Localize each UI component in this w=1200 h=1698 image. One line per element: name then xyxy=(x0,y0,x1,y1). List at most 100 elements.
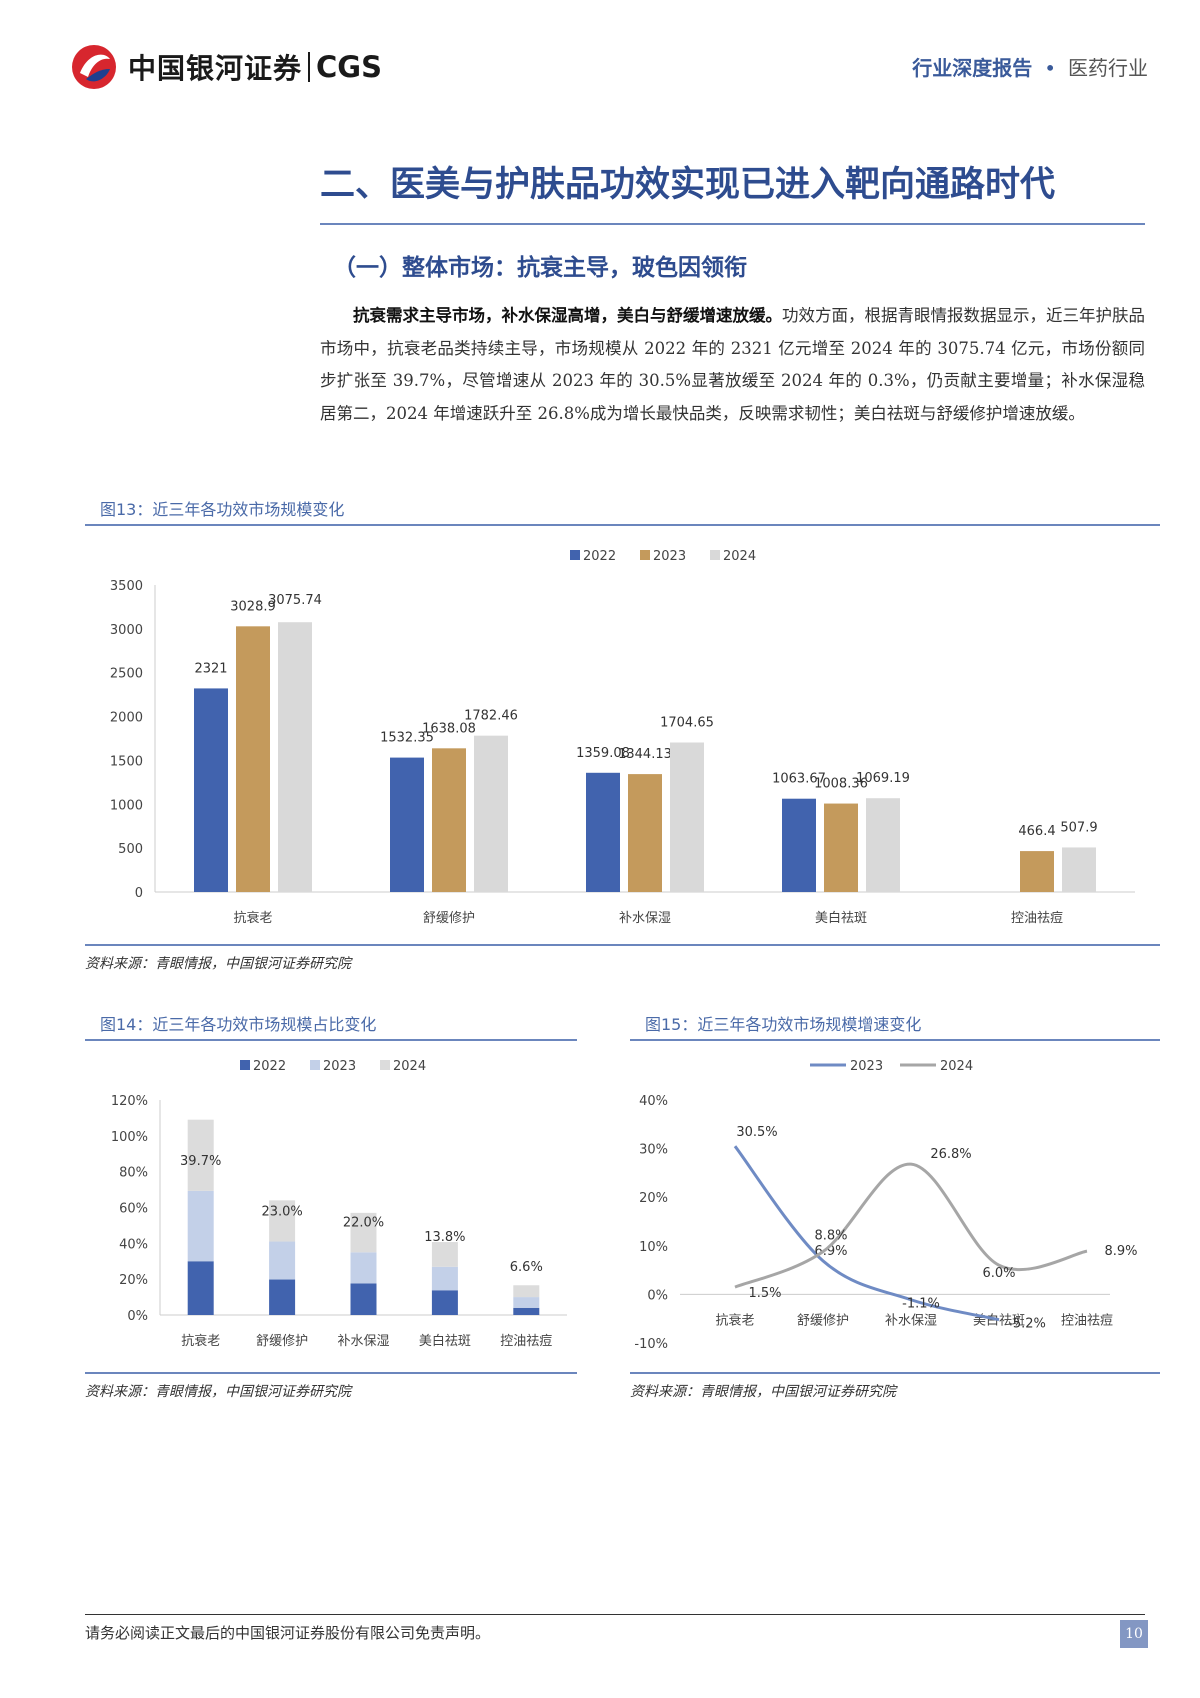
data-label: 6.0% xyxy=(982,1266,1015,1281)
bar-2023 xyxy=(824,803,858,892)
data-label: 1532.35 xyxy=(380,731,434,746)
data-label: 1638.08 xyxy=(422,721,476,736)
legend-label-2023: 2023 xyxy=(323,1059,356,1074)
fig15-line-chart: 2023 2024-10%0%10%20%30%40%抗衰老 舒缓修护 补水保湿 美白祛… xyxy=(634,1059,1137,1352)
stack-segment-2022 xyxy=(350,1283,377,1315)
bar-2024 xyxy=(278,622,312,892)
legend-swatch-2022 xyxy=(570,550,580,560)
bar-2022 xyxy=(586,772,620,892)
legend-label-2024: 2024 xyxy=(393,1059,426,1074)
header-report-info: 行业深度报告 • 医药行业 xyxy=(912,52,1148,81)
data-label: 26.8% xyxy=(930,1147,971,1162)
bar-2024 xyxy=(474,735,508,892)
data-label: 466.4 xyxy=(1018,824,1055,839)
x-tick-label: 美白祛斑 xyxy=(815,910,867,926)
y-tick-label: 1500 xyxy=(110,754,143,769)
bar-2023 xyxy=(236,626,270,892)
legend-swatch-2022 xyxy=(240,1060,250,1070)
y-tick-label: 100% xyxy=(111,1130,148,1145)
y-tick-label: 30% xyxy=(639,1143,668,1158)
stack-segment-2022 xyxy=(431,1290,458,1315)
data-label: 2321 xyxy=(194,661,227,676)
legend-swatch-2023 xyxy=(310,1060,320,1070)
legend-label-2024: 2024 xyxy=(723,549,756,564)
bar-2023 xyxy=(1020,851,1054,892)
x-tick-label: 补水保湿 xyxy=(337,1334,389,1349)
legend-label-2023: 2023 xyxy=(653,549,686,564)
bar-2022 xyxy=(194,688,228,892)
y-tick-label: 3500 xyxy=(110,579,143,594)
stack-segment-2023 xyxy=(350,1252,377,1284)
data-label: 6.9% xyxy=(814,1244,847,1259)
company-logo: 中国银河证券 CGS xyxy=(70,42,382,92)
footer-disclaimer: 请务必阅读正文最后的中国银河证券股份有限公司免责声明。 xyxy=(85,1624,491,1642)
industry-label: 医药行业 xyxy=(1068,56,1148,80)
section-divider xyxy=(320,223,1145,225)
header-dot: • xyxy=(1044,56,1056,80)
fig13-bar-chart: 2022 2023 2024 0 500 1000 1500 2000 2500 3000 3500… xyxy=(110,549,1135,926)
x-tick-label: 抗衰老 xyxy=(715,1312,754,1328)
bar-2022 xyxy=(390,757,424,892)
legend-swatch-2024 xyxy=(710,550,720,560)
bar-2024 xyxy=(670,742,704,892)
data-label: 1344.13 xyxy=(618,747,672,762)
x-tick-label: 补水保湿 xyxy=(885,1313,937,1328)
stack-segment-2024 xyxy=(513,1285,540,1298)
data-label: 8.8% xyxy=(814,1229,847,1244)
x-tick-label: 舒缓修护 xyxy=(256,1334,308,1349)
data-label: 1359.08 xyxy=(576,746,630,761)
legend-label-2024: 2024 xyxy=(940,1059,973,1074)
bar-2023 xyxy=(432,748,466,892)
legend-swatch-2023 xyxy=(640,550,650,560)
x-tick-label: 抗衰老 xyxy=(233,910,272,926)
fig15-title: 图15：近三年各功效市场规模增速变化 xyxy=(645,1015,922,1034)
logo-divider xyxy=(308,52,311,82)
x-tick-label: 舒缓修护 xyxy=(797,1313,849,1328)
data-label: 1704.65 xyxy=(660,715,714,730)
data-label: -5.2% xyxy=(1008,1317,1046,1332)
data-label: 30.5% xyxy=(736,1125,777,1140)
data-label: 3075.74 xyxy=(268,593,322,608)
fig14-top-rule xyxy=(85,1039,577,1041)
data-label: 3028.9 xyxy=(230,599,276,614)
fig13-bottom-rule xyxy=(85,944,1160,946)
stack-segment-2023 xyxy=(513,1297,540,1308)
body-paragraph: 抗衰需求主导市场，补水保湿高增，美白与舒缓增速放缓。功效方面，根据青眼情报数据显… xyxy=(320,300,1145,430)
stack-segment-2024 xyxy=(350,1212,377,1253)
y-tick-label: 120% xyxy=(111,1094,148,1109)
data-label: -1.1% xyxy=(902,1297,940,1312)
line-series-2023 xyxy=(733,1145,1000,1322)
x-tick-label: 补水保湿 xyxy=(619,911,671,926)
stack-segment-2023 xyxy=(431,1266,458,1291)
stack-segment-2023 xyxy=(269,1241,296,1280)
paragraph-body: 功效方面，根据青眼情报数据显示，近三年护肤品市场中，抗衰老品类持续主导，市场规模… xyxy=(320,306,1145,423)
data-label: 22.0% xyxy=(343,1215,384,1230)
x-tick-label: 舒缓修护 xyxy=(423,911,475,926)
data-label: 1782.46 xyxy=(464,709,518,724)
y-tick-label: 20% xyxy=(639,1191,668,1206)
data-label: 39.7% xyxy=(180,1154,221,1169)
bar-2022 xyxy=(782,798,816,892)
x-tick-label: 抗衰老 xyxy=(181,1333,220,1349)
fig13-source: 资料来源：青眼情报，中国银河证券研究院 xyxy=(85,956,351,972)
legend-swatch-2024 xyxy=(380,1060,390,1070)
y-tick-label: 1000 xyxy=(110,798,143,813)
line-series-2024 xyxy=(734,1162,1088,1289)
y-tick-label: 20% xyxy=(119,1273,148,1288)
fig15-source: 资料来源：青眼情报，中国银河证券研究院 xyxy=(630,1384,896,1400)
y-tick-label: -10% xyxy=(634,1337,668,1352)
data-label: 1063.67 xyxy=(772,772,826,787)
section-title: 二、医美与护肤品功效实现已进入靶向通路时代 xyxy=(320,164,1056,205)
paragraph-lead: 抗衰需求主导市场，补水保湿高增，美白与舒缓增速放缓。 xyxy=(353,306,782,325)
x-tick-label: 控油祛痘 xyxy=(1011,910,1063,926)
y-tick-label: 0% xyxy=(647,1288,668,1303)
stack-segment-2022 xyxy=(269,1279,296,1315)
y-tick-label: 2000 xyxy=(110,711,143,726)
stack-segment-2022 xyxy=(513,1307,540,1315)
x-tick-label: 控油祛痘 xyxy=(500,1333,552,1349)
legend-label-2022: 2022 xyxy=(253,1059,286,1074)
x-tick-label: 控油祛痘 xyxy=(1061,1312,1113,1328)
legend-label-2023: 2023 xyxy=(850,1059,883,1074)
page-number: 10 xyxy=(1120,1620,1148,1648)
logo-text: 中国银河证券 xyxy=(128,52,303,85)
